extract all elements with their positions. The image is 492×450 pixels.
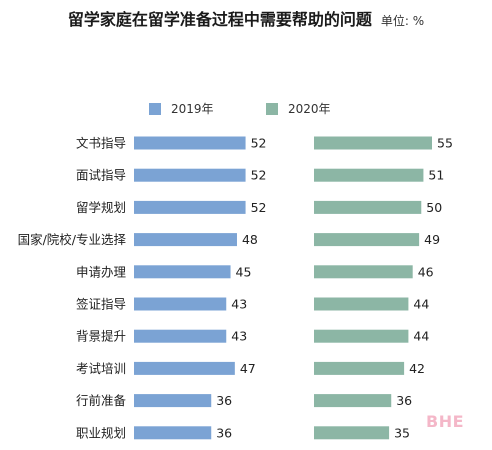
category-label: 签证指导 xyxy=(76,297,126,312)
category-label: 背景提升 xyxy=(76,329,126,344)
bar-2019 xyxy=(134,265,231,279)
value-label-2019: 36 xyxy=(216,393,232,408)
value-label-2020: 36 xyxy=(396,393,412,408)
bar-2019 xyxy=(134,200,246,214)
chart-title: 留学家庭在留学准备过程中需要帮助的问题 单位: % xyxy=(0,6,492,30)
value-label-2019: 43 xyxy=(231,297,247,312)
category-label: 申请办理 xyxy=(76,264,127,279)
bar-2020 xyxy=(314,394,392,408)
legend-2019: 2019年 xyxy=(149,100,214,117)
category-label: 国家/院校/专业选择 xyxy=(18,232,127,247)
legend-label-2020: 2020年 xyxy=(288,102,331,116)
watermark-logo: BHE xyxy=(426,412,465,431)
value-label-2020: 49 xyxy=(424,232,440,247)
value-label-2019: 47 xyxy=(240,361,256,376)
value-label-2019: 52 xyxy=(251,200,267,215)
legend-2020: 2020年 xyxy=(266,100,331,117)
bar-2020 xyxy=(314,168,424,182)
bar-2020 xyxy=(314,426,390,440)
bar-2020 xyxy=(314,136,432,150)
category-label: 职业规划 xyxy=(76,425,126,440)
bar-2019 xyxy=(134,168,246,182)
category-label: 行前准备 xyxy=(76,393,127,408)
value-label-2019: 48 xyxy=(242,232,258,247)
value-label-2020: 46 xyxy=(418,264,434,279)
chart-title-text: 留学家庭在留学准备过程中需要帮助的问题 xyxy=(67,10,372,29)
bar-2020 xyxy=(314,233,420,247)
value-label-2020: 55 xyxy=(437,136,453,151)
bar-2020 xyxy=(314,200,422,214)
value-label-2020: 44 xyxy=(413,297,429,312)
bar-2019 xyxy=(134,394,212,408)
bar-2020 xyxy=(314,265,413,279)
value-label-2019: 45 xyxy=(236,264,252,279)
bar-2020 xyxy=(314,297,409,311)
bar-2019 xyxy=(134,297,227,311)
bar-2019 xyxy=(134,426,212,440)
legend-swatch-2019 xyxy=(149,102,161,115)
bar-2019 xyxy=(134,136,246,150)
value-label-2020: 50 xyxy=(426,200,442,215)
bar-2020 xyxy=(314,361,405,375)
value-label-2020: 44 xyxy=(413,329,429,344)
value-label-2020: 51 xyxy=(428,168,444,183)
bar-2019 xyxy=(134,329,227,343)
value-label-2020: 35 xyxy=(394,425,410,440)
category-label: 文书指导 xyxy=(76,136,126,151)
bar-2019 xyxy=(134,361,235,375)
value-label-2019: 52 xyxy=(251,136,267,151)
bar-2019 xyxy=(134,233,237,247)
category-label: 考试培训 xyxy=(76,361,126,376)
category-label: 留学规划 xyxy=(76,200,126,215)
value-label-2019: 52 xyxy=(251,168,267,183)
value-label-2019: 43 xyxy=(231,329,247,344)
legend-swatch-2020 xyxy=(266,102,278,115)
bar-2020 xyxy=(314,329,409,343)
unit-label: 单位: % xyxy=(380,14,425,28)
legend-label-2019: 2019年 xyxy=(171,102,214,116)
category-label: 面试指导 xyxy=(76,168,126,183)
value-label-2019: 36 xyxy=(216,425,232,440)
value-label-2020: 42 xyxy=(409,361,425,376)
